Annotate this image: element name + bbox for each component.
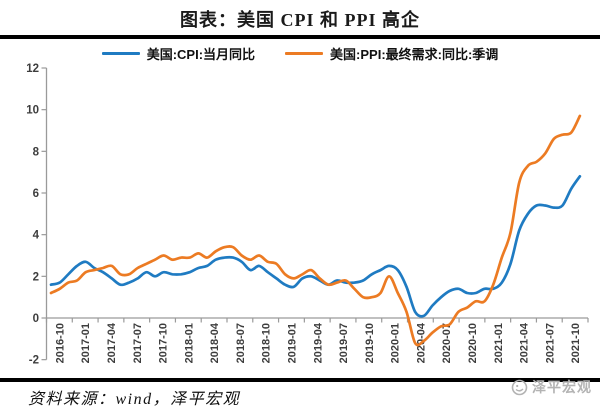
y-axis-tick-label: 12 [26,63,39,75]
cpi-line [49,174,582,318]
y-axis-tick-label: 8 [33,146,40,158]
y-axis-tick-label: 0 [33,313,39,325]
source-note: 资料来源：wind，泽平宏观 [28,391,241,408]
x-axis-tick-label: 2021-07 [544,323,556,363]
top-divider [0,35,600,39]
zeping-logo-icon [511,379,528,395]
x-axis-tick-label: 2019-07 [338,323,350,363]
y-axis-tick-label: 4 [33,230,40,242]
line-chart: -2 0 2 4 6 8 10 12 2016-10 2017-01 2017-04 2017-07 2… [26,63,589,367]
x-axis-tick-label: 2020-07 [441,323,453,363]
x-axis-tick-label: 2019-01 [287,323,299,363]
x-axis-tick-label: 2017-10 [158,323,170,363]
x-axis-tick-label: 2017-07 [132,323,144,363]
x-axis-tick-label: 2018-04 [209,322,221,363]
ppi-line [49,114,582,347]
x-axis-tick-label: 2019-04 [312,322,324,363]
legend-item-cpi: 美国:CPI:当月同比 [101,44,256,63]
cpi-line-swatch [101,52,140,55]
brand-watermark-text: 泽平宏观 [532,379,592,395]
y-axis-tick-label: -2 [29,355,39,367]
x-axis-tick-label: 2016-10 [54,323,66,363]
chart-legend: 美国:CPI:当月同比 美国:PPI:最终需求:同比:季调 [0,44,600,63]
x-axis-tick-label: 2017-01 [80,323,92,363]
legend-label-ppi: 美国:PPI:最终需求:同比:季调 [330,47,499,62]
y-axis-tick-label: 6 [33,188,39,200]
x-axis-tick-label: 2018-07 [235,323,247,363]
x-axis-tick-label: 2020-10 [467,323,479,363]
x-axis-tick-label: 2021-10 [570,323,582,363]
y-axis-tick-label: 10 [26,105,39,117]
brand-watermark: 泽平宏观 [511,377,592,397]
x-axis-tick-label: 2019-10 [364,323,376,363]
x-axis-tick-label: 2018-01 [183,323,195,363]
y-axis-tick-label: 2 [33,271,39,283]
legend-label-cpi: 美国:CPI:当月同比 [146,47,256,62]
x-axis-tick-label: 2021-01 [493,323,505,363]
x-axis-tick-label: 2020-01 [390,323,402,363]
ppi-line-swatch [285,52,324,55]
x-axis-tick-label: 2021-04 [519,322,531,363]
chart-title: 图表：美国 CPI 和 PPI 高企 [180,10,420,30]
legend-item-ppi: 美国:PPI:最终需求:同比:季调 [285,44,498,63]
x-axis-tick-label: 2018-10 [261,323,273,363]
bottom-divider [0,378,600,382]
x-axis-tick-label: 2017-04 [106,322,118,363]
